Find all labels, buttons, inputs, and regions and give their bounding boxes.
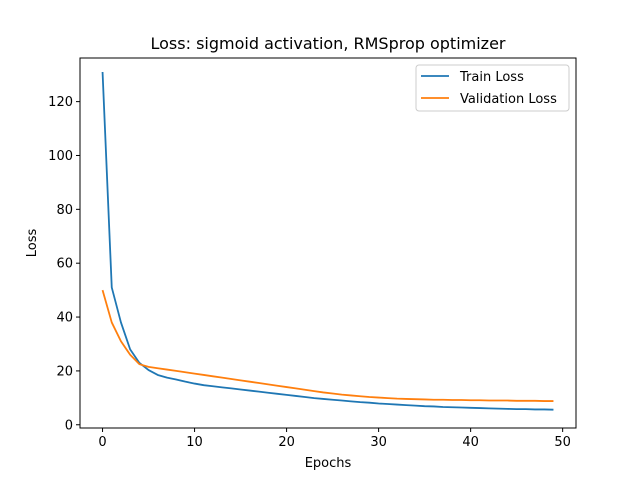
y-tick-label: 120 xyxy=(48,95,73,110)
x-tick-label: 50 xyxy=(554,435,571,450)
y-tick-label: 80 xyxy=(56,203,73,218)
x-tick-label: 30 xyxy=(370,435,387,450)
y-axis: 0 20 40 60 80 100 120 xyxy=(48,95,80,433)
plot-frame xyxy=(79,57,577,429)
series-line-validation-loss xyxy=(101,289,554,402)
y-tick-label: 0 xyxy=(65,418,73,433)
series-line-train-loss xyxy=(101,71,554,411)
legend-label-train-loss: Train Loss xyxy=(459,70,524,85)
x-axis: 0 10 20 30 40 50 xyxy=(98,428,571,450)
plot-lines xyxy=(101,71,554,411)
legend: Train Loss Validation Loss xyxy=(415,64,570,112)
chart-title: Loss: sigmoid activation, RMSprop optimi… xyxy=(151,34,506,53)
x-tick-label: 20 xyxy=(278,435,295,450)
x-axis-label: Epochs xyxy=(305,456,352,471)
y-axis-label: Loss xyxy=(25,229,40,258)
x-tick-label: 0 xyxy=(98,435,106,450)
y-tick-label: 100 xyxy=(48,149,73,164)
x-tick-label: 40 xyxy=(462,435,479,450)
legend-label-validation-loss: Validation Loss xyxy=(460,92,557,107)
y-tick-label: 20 xyxy=(56,364,73,379)
y-tick-label: 40 xyxy=(56,311,73,326)
legend-box xyxy=(415,64,570,112)
x-tick-label: 10 xyxy=(186,435,203,450)
y-tick-label: 60 xyxy=(56,257,73,272)
